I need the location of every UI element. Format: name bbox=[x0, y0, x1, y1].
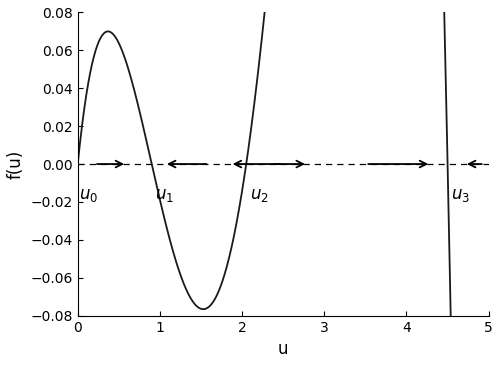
Y-axis label: f(u): f(u) bbox=[7, 149, 25, 178]
X-axis label: u: u bbox=[278, 340, 288, 358]
Text: $u_0$: $u_0$ bbox=[80, 187, 98, 204]
Text: $u_3$: $u_3$ bbox=[451, 187, 470, 204]
Text: $u_2$: $u_2$ bbox=[250, 187, 268, 204]
Text: $u_1$: $u_1$ bbox=[155, 187, 174, 204]
